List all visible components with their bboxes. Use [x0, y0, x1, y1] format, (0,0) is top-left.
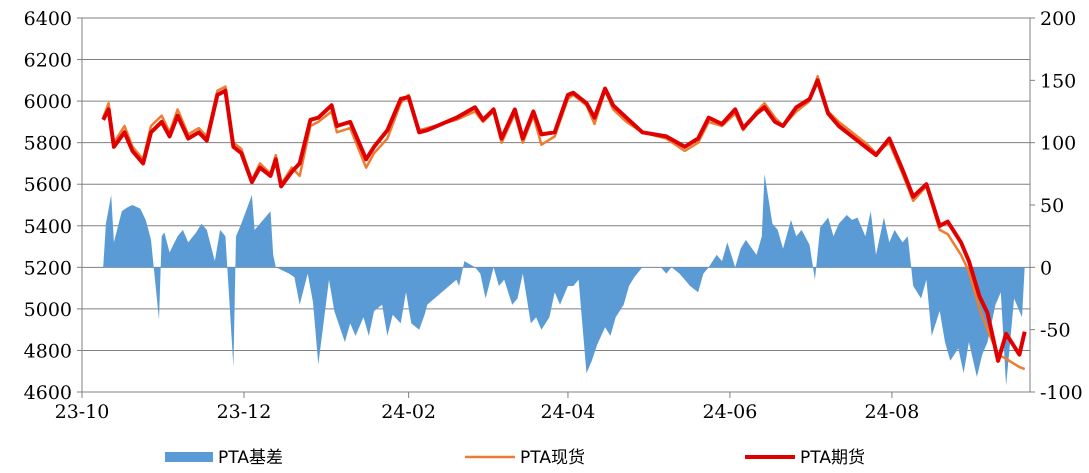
basis-area-series — [103, 173, 1025, 386]
right-tick-label: -50 — [1040, 320, 1071, 342]
left-tick-label: 4800 — [24, 340, 72, 362]
right-tick-label: -100 — [1040, 382, 1083, 404]
left-tick-label: 6400 — [24, 8, 72, 30]
right-tick-label: 100 — [1040, 133, 1076, 155]
left-tick-label: 5000 — [24, 299, 72, 321]
x-tick-label: 24-06 — [703, 401, 758, 423]
left-tick-label: 4600 — [24, 382, 72, 404]
x-tick-label: 24-08 — [865, 401, 920, 423]
legend: PTA基差 PTA现货 PTA期货 — [165, 448, 865, 468]
legend-label: PTA现货 — [520, 448, 585, 468]
left-tick-label: 6200 — [24, 50, 72, 72]
left-tick-label: 5400 — [24, 216, 72, 238]
legend-swatch-basis — [165, 452, 213, 462]
x-tick-label: 23-12 — [217, 401, 272, 423]
left-tick-label: 6000 — [24, 91, 72, 113]
x-tick-label: 23-10 — [55, 401, 110, 423]
right-tick-label: 150 — [1040, 70, 1076, 92]
futures-price-line — [101, 78, 1027, 363]
legend-label: PTA期货 — [800, 448, 865, 468]
right-tick-label: 200 — [1040, 8, 1076, 30]
left-tick-label: 5600 — [24, 174, 72, 196]
left-tick-label: 5800 — [24, 133, 72, 155]
legend-label: PTA基差 — [218, 448, 283, 468]
right-tick-label: 50 — [1040, 195, 1064, 217]
spot-price-line — [102, 74, 1026, 371]
x-tick-label: 24-02 — [381, 401, 436, 423]
x-tick-label: 24-04 — [541, 401, 596, 423]
right-tick-label: 0 — [1040, 257, 1052, 279]
left-tick-label: 5200 — [24, 257, 72, 279]
